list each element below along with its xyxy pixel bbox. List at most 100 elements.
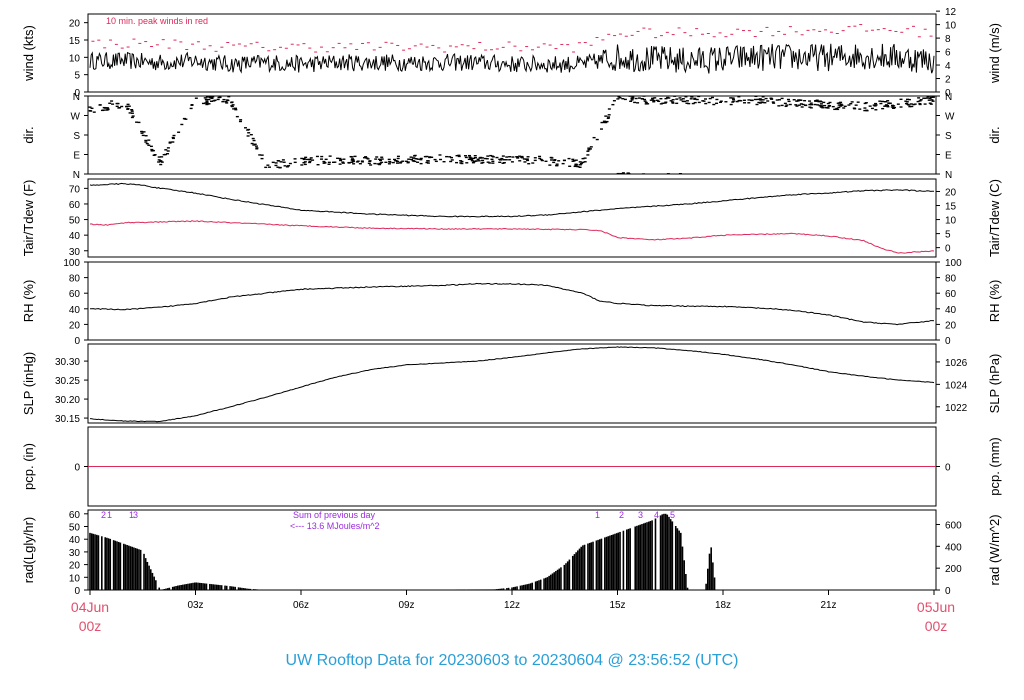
- radiation-note-line1: Sum of previous day: [293, 510, 376, 520]
- y-tick-label-left: 60: [69, 200, 81, 211]
- hour-mark-right: 2: [619, 510, 624, 520]
- y-label-right: rad (W/m^2): [987, 514, 1002, 585]
- y-tick-label-left: 50: [69, 216, 81, 227]
- y-tick-label-left: 30: [69, 247, 81, 258]
- y-tick-label-right: 40: [945, 305, 957, 316]
- panel-data: [89, 513, 716, 590]
- y-tick-label-right: W: [945, 112, 955, 123]
- y-tick-label-right: 60: [945, 289, 957, 300]
- hour-mark-left: 1: [129, 510, 134, 520]
- y-label-left: Tair/Tdew (F): [21, 180, 36, 257]
- panel-frame: [87, 509, 937, 591]
- y-tick-label-left: E: [73, 151, 80, 162]
- y-tick-label-right: 0: [945, 586, 951, 597]
- y-tick-label-left: 0: [74, 586, 80, 597]
- x-tick-label: 09z: [398, 600, 414, 611]
- panel-frame: [87, 178, 937, 258]
- y-label-right: wind (m/s): [987, 23, 1002, 84]
- y-tick-label-right: 6: [945, 48, 951, 59]
- y-label-right: dir.: [987, 126, 1002, 143]
- start-date-label: 04Jun: [71, 599, 109, 615]
- panel-data: [88, 96, 935, 174]
- y-tick-label-right: 8: [945, 34, 951, 45]
- y-tick-label-left: 15: [69, 36, 81, 47]
- y-tick-label-right: 1024: [945, 380, 968, 391]
- y-tick-label-right: 0: [945, 88, 951, 99]
- hour-mark-right: 1: [595, 510, 600, 520]
- y-tick-label-right: 400: [945, 542, 962, 553]
- panel-6: rad(Lgly/hr) rad (W/m^2)01020304050600200…: [21, 509, 1002, 597]
- y-tick-label-left: 20: [69, 561, 81, 572]
- y-tick-label-right: N: [945, 92, 952, 103]
- hour-mark-left: 2: [101, 510, 106, 520]
- x-tick-label: 18z: [715, 600, 731, 611]
- y-tick-label-left: W: [71, 112, 81, 123]
- y-tick-label-right: E: [945, 151, 952, 162]
- y-tick-label-right: 100: [945, 258, 962, 269]
- time-axis: 04Jun 00z 05Jun 00z 03z 06z 09z 12z 15z 18z 21…: [71, 590, 955, 634]
- y-tick-label-left: 30.20: [55, 395, 80, 406]
- y-tick-label-right: 0: [945, 244, 951, 255]
- y-tick-label-left: 60: [69, 510, 81, 521]
- y-tick-label-left: 70: [69, 184, 81, 195]
- y-tick-label-right: 10: [945, 216, 957, 227]
- series-line: [89, 282, 935, 326]
- panel-frame: [87, 261, 937, 341]
- panel-frame: [87, 13, 937, 93]
- peak-wind-annotation: 10 min. peak winds in red: [106, 16, 208, 26]
- x-tick-label: 15z: [609, 600, 625, 611]
- hour-mark-right: 3: [638, 510, 643, 520]
- y-tick-label-right: 80: [945, 274, 957, 285]
- y-tick-label-right: 20: [945, 187, 957, 198]
- y-tick-label-left: 0: [74, 336, 80, 347]
- y-label-right: RH (%): [987, 280, 1002, 323]
- start-time-label: 00z: [79, 618, 102, 634]
- y-tick-label-left: 30: [69, 548, 81, 559]
- y-tick-label-right: 10: [945, 21, 957, 32]
- y-tick-label-right: 0: [945, 336, 951, 347]
- y-tick-label-left: 50: [69, 523, 81, 534]
- y-tick-label-left: 0: [74, 463, 80, 474]
- x-tick-label: 03z: [187, 600, 203, 611]
- y-tick-label-left: 20: [69, 19, 81, 30]
- panel-4: SLP (inHg) SLP (hPa) 30.15 30.20 30.25 30.30 1…: [21, 343, 1002, 425]
- series-line-wind: [89, 43, 935, 74]
- y-tick-label-left: 80: [69, 274, 81, 285]
- panel-1: dir. dir.N NE ES SW WN N: [21, 92, 1002, 181]
- panel-0: wind (kts) wind (m/s) 0 5 10 15 20 0 2 4 6 8 10 12 10 …: [21, 7, 1002, 99]
- y-tick-label-left: 20: [69, 320, 81, 331]
- panel-frame: [87, 343, 937, 424]
- y-tick-label-left: 0: [74, 88, 80, 99]
- panel-data: [89, 24, 935, 74]
- hour-mark-left: 3: [133, 510, 138, 520]
- y-tick-label-right: 0: [945, 463, 951, 474]
- panel-5: pcp. (in) pcp. (mm) 0 0: [21, 426, 1002, 507]
- y-label-right: SLP (hPa): [987, 354, 1002, 414]
- series-line: [89, 182, 935, 218]
- y-tick-label-right: 1026: [945, 358, 968, 369]
- hour-mark-right: 4: [654, 510, 659, 520]
- x-tick-label: 21z: [820, 600, 836, 611]
- y-label-left: dir.: [21, 126, 36, 143]
- end-time-label: 00z: [925, 618, 948, 634]
- y-label-left: RH (%): [21, 280, 36, 323]
- x-tick-label: 06z: [293, 600, 309, 611]
- panel-data: [89, 346, 935, 423]
- y-tick-label-left: 5: [74, 71, 80, 82]
- y-tick-label-left: 100: [63, 258, 80, 269]
- y-tick-label-right: N: [945, 170, 952, 181]
- y-tick-label-right: 12: [945, 7, 957, 18]
- y-tick-label-left: 40: [69, 535, 81, 546]
- y-tick-label-right: 2: [945, 75, 951, 86]
- series-line: [89, 220, 935, 254]
- y-label-left: SLP (inHg): [21, 352, 36, 415]
- y-tick-label-right: 600: [945, 520, 962, 531]
- page-title: UW Rooftop Data for 20230603 to 20230604…: [286, 652, 739, 669]
- y-tick-label-left: N: [73, 92, 80, 103]
- series-line: [89, 346, 935, 423]
- y-label-left: pcp. (in): [21, 443, 36, 490]
- panel-2: Tair/Tdew (F) Tair/Tdew (C) 30 40 50 60 70 0 5 10…: [21, 178, 1002, 258]
- panel-data: [89, 282, 935, 326]
- y-tick-label-left: 60: [69, 289, 81, 300]
